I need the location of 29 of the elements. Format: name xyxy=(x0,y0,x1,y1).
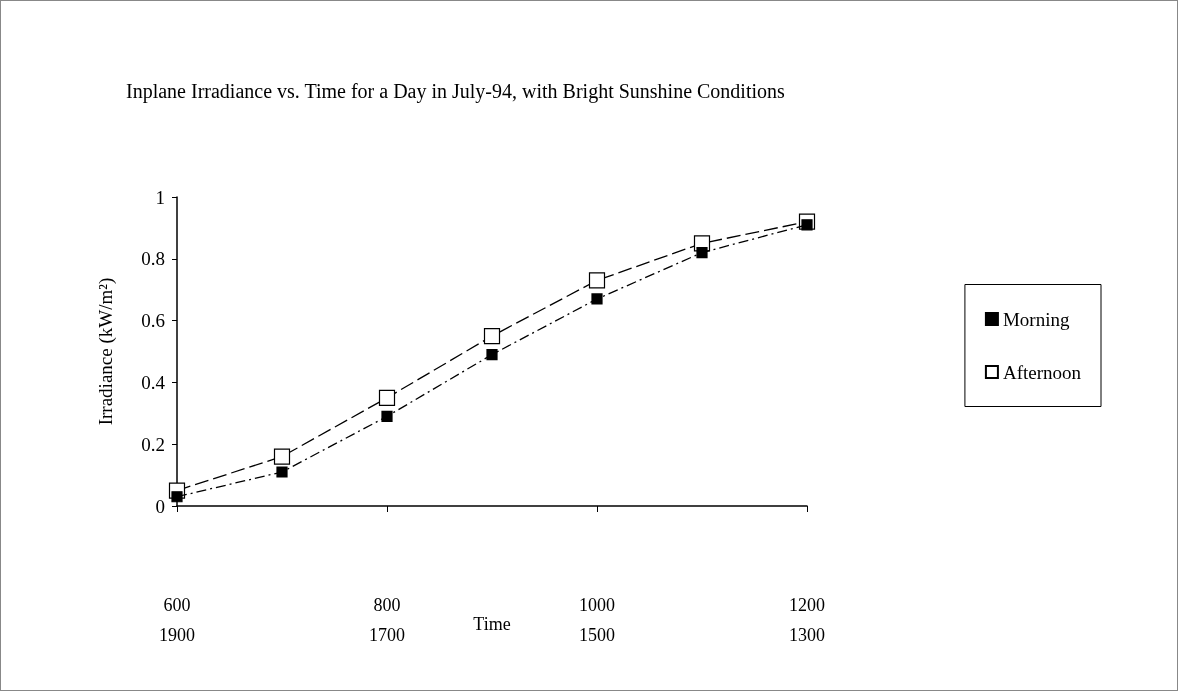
x-tick-label: 1200 xyxy=(789,595,825,615)
y-tick-label: 0.2 xyxy=(141,433,165,455)
legend-label: Morning xyxy=(1002,308,1070,330)
y-tick-label: 0 xyxy=(155,495,165,517)
point xyxy=(276,466,288,478)
point xyxy=(483,327,501,345)
x2-tick-label: 1300 xyxy=(789,625,825,645)
y-tick-label: 1 xyxy=(155,186,165,208)
x2-tick-label: 1700 xyxy=(369,625,405,645)
point xyxy=(273,448,291,465)
x-tick-label: 1000 xyxy=(579,595,615,615)
y-tick-label: 0.6 xyxy=(141,310,165,332)
point xyxy=(588,272,606,289)
point xyxy=(696,247,708,259)
y-tick-label: 0.4 xyxy=(141,371,166,393)
point xyxy=(171,491,183,503)
x2-tick-label: 1900 xyxy=(159,625,195,645)
x-tick-label: 800 xyxy=(373,595,401,615)
x2-tick-label: 1500 xyxy=(579,625,615,645)
y-tick-label: 0.8 xyxy=(141,248,165,270)
x-axis-title: Time xyxy=(473,613,511,634)
y-axis-title: Irradiance (kW/m²) xyxy=(95,277,117,426)
chart-title: Inplane Irradiance vs. Time for a Day in July-94, with Bright Sunshine Conditions xyxy=(126,80,786,103)
point xyxy=(381,410,393,422)
point xyxy=(378,389,396,406)
point xyxy=(486,348,498,361)
x-tick-label: 600 xyxy=(163,595,191,615)
legend-label: Afternoon xyxy=(1002,361,1082,383)
point xyxy=(591,293,603,305)
